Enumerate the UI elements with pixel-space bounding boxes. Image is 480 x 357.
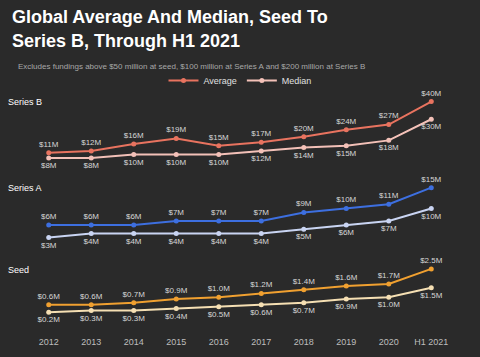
svg-text:$15M: $15M: [336, 149, 356, 158]
svg-text:Global Average And Median, See: Global Average And Median, Seed ToSeries…: [12, 7, 328, 50]
svg-text:$16M: $16M: [124, 131, 144, 140]
svg-text:$0.6M: $0.6M: [38, 292, 61, 301]
svg-text:2013: 2013: [81, 337, 101, 347]
svg-text:2016: 2016: [209, 337, 229, 347]
svg-text:$8M: $8M: [41, 161, 57, 170]
svg-text:$4M: $4M: [83, 237, 99, 246]
svg-text:Excludes fundings above $50 mi: Excludes fundings above $50 million at s…: [18, 62, 365, 71]
svg-text:$4M: $4M: [253, 237, 269, 246]
svg-text:2015: 2015: [166, 337, 186, 347]
svg-text:$6M: $6M: [41, 212, 57, 221]
svg-text:$11M: $11M: [39, 140, 59, 149]
svg-text:$3M: $3M: [41, 241, 57, 250]
svg-text:2014: 2014: [124, 337, 144, 347]
svg-text:$24M: $24M: [336, 117, 356, 126]
svg-text:$40M: $40M: [421, 88, 441, 97]
svg-text:$27M: $27M: [379, 111, 399, 120]
svg-text:$6M: $6M: [126, 212, 142, 221]
svg-text:$10M: $10M: [421, 212, 441, 221]
svg-text:$0.9M: $0.9M: [335, 302, 358, 311]
svg-text:$19M: $19M: [166, 125, 186, 134]
svg-text:$10M: $10M: [336, 195, 356, 204]
svg-text:2018: 2018: [294, 337, 314, 347]
svg-text:$0.3M: $0.3M: [123, 314, 146, 323]
svg-text:$1.4M: $1.4M: [293, 277, 316, 286]
svg-text:$10M: $10M: [124, 158, 144, 167]
svg-text:H1 2021: H1 2021: [414, 337, 448, 347]
svg-text:$7M: $7M: [211, 208, 227, 217]
svg-text:$7M: $7M: [168, 208, 184, 217]
svg-text:$0.4M: $0.4M: [165, 312, 188, 321]
svg-text:2012: 2012: [39, 337, 59, 347]
svg-text:$12M: $12M: [81, 138, 101, 147]
svg-text:$15M: $15M: [421, 175, 441, 184]
svg-text:$20M: $20M: [294, 124, 314, 133]
svg-text:$0.7M: $0.7M: [123, 290, 146, 299]
svg-text:Series B: Series B: [8, 97, 42, 107]
svg-text:$1.5M: $1.5M: [420, 291, 443, 300]
svg-text:$15M: $15M: [209, 133, 229, 142]
svg-text:$14M: $14M: [294, 151, 314, 160]
svg-text:$4M: $4M: [168, 237, 184, 246]
svg-text:$0.6M: $0.6M: [80, 292, 103, 301]
svg-text:$7M: $7M: [253, 208, 269, 217]
svg-text:$17M: $17M: [251, 129, 271, 138]
svg-text:Series A: Series A: [8, 183, 42, 193]
svg-text:$9M: $9M: [296, 199, 312, 208]
svg-text:$6M: $6M: [338, 228, 354, 237]
svg-text:$4M: $4M: [211, 237, 227, 246]
svg-text:$1.7M: $1.7M: [378, 271, 401, 280]
svg-text:2019: 2019: [336, 337, 356, 347]
svg-text:$0.5M: $0.5M: [208, 310, 231, 319]
svg-text:$1.0M: $1.0M: [208, 284, 231, 293]
svg-text:Average: Average: [204, 76, 237, 86]
svg-text:$11M: $11M: [379, 191, 399, 200]
svg-text:2020: 2020: [379, 337, 399, 347]
svg-text:2017: 2017: [251, 337, 271, 347]
svg-text:$0.3M: $0.3M: [80, 314, 103, 323]
svg-text:$0.7M: $0.7M: [293, 306, 316, 315]
svg-text:$0.2M: $0.2M: [38, 315, 61, 324]
svg-text:$30M: $30M: [421, 122, 441, 131]
svg-text:Median: Median: [282, 76, 312, 86]
svg-text:$12M: $12M: [251, 154, 271, 163]
svg-text:$7M: $7M: [381, 224, 397, 233]
svg-text:$0.9M: $0.9M: [165, 286, 188, 295]
svg-text:$4M: $4M: [126, 237, 142, 246]
svg-text:$2.5M: $2.5M: [420, 256, 443, 265]
svg-text:$10M: $10M: [209, 158, 229, 167]
svg-text:$6M: $6M: [83, 212, 99, 221]
svg-text:$5M: $5M: [296, 232, 312, 241]
svg-text:$1.2M: $1.2M: [250, 280, 273, 289]
svg-text:$1.0M: $1.0M: [378, 300, 401, 309]
svg-text:$10M: $10M: [166, 158, 186, 167]
svg-text:$8M: $8M: [83, 161, 99, 170]
svg-text:$18M: $18M: [379, 143, 399, 152]
svg-text:$0.6M: $0.6M: [250, 308, 273, 317]
svg-text:Seed: Seed: [8, 265, 29, 275]
svg-text:$1.6M: $1.6M: [335, 273, 358, 282]
